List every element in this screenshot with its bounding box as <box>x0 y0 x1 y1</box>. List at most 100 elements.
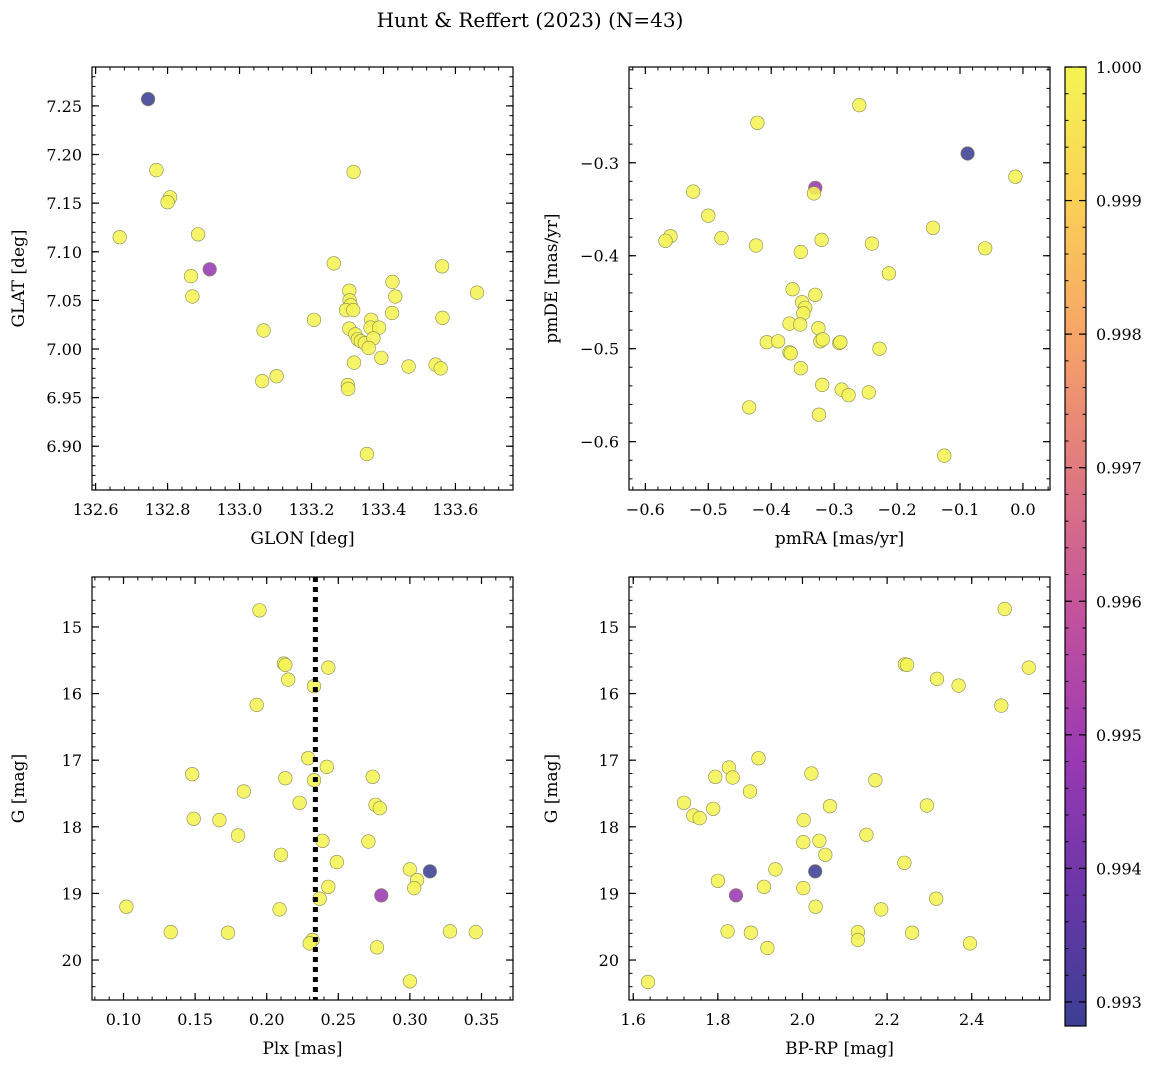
data-point <box>346 164 361 180</box>
data-point <box>249 697 264 713</box>
data-point <box>748 238 764 253</box>
data-point <box>960 146 975 161</box>
data-point <box>861 385 876 400</box>
data-point <box>374 350 389 365</box>
data-point <box>401 359 416 374</box>
data-point <box>811 407 827 422</box>
data-point <box>728 888 744 903</box>
data-point <box>231 828 246 843</box>
data-point <box>326 256 341 271</box>
data-point <box>808 899 823 914</box>
data-point <box>346 303 361 318</box>
data-point <box>321 660 336 675</box>
data-point <box>768 862 783 877</box>
colorbar-tick-label: 0.997 <box>1096 459 1142 478</box>
data-point <box>743 925 759 940</box>
x-axis-label: GLON [deg] <box>250 529 354 549</box>
data-point <box>442 924 458 939</box>
data-point <box>185 289 200 304</box>
colorbar-tick-label: 0.993 <box>1096 993 1142 1012</box>
x-tick-label: 133.2 <box>289 500 335 519</box>
colorbar-tick-label: 1.000 <box>1096 58 1142 77</box>
x-tick-label: 133.0 <box>217 500 263 519</box>
data-point <box>806 186 822 201</box>
data-point <box>783 346 798 361</box>
x-tick-label: 2.0 <box>790 1010 815 1029</box>
data-point <box>252 603 267 618</box>
data-point <box>388 289 403 304</box>
data-point <box>365 769 380 784</box>
data-point <box>874 902 889 917</box>
data-point <box>435 310 450 326</box>
axes-frame <box>628 576 1051 1001</box>
data-point <box>742 400 757 415</box>
data-point <box>185 767 200 782</box>
data-point <box>881 266 897 281</box>
data-point <box>422 864 438 879</box>
data-point <box>186 811 201 826</box>
x-axis-label: Plx [mas] <box>262 1039 342 1059</box>
data-point <box>925 220 941 235</box>
data-point <box>815 332 830 347</box>
data-point <box>710 873 726 888</box>
y-axis-label: G [mag] <box>542 754 562 823</box>
colorbar-ticks: 0.993 0.994 0.995 0.996 0.997 0.998 0.999 1.000 <box>1065 58 1142 1012</box>
data-point <box>278 771 293 786</box>
y-tick-label: −0.5 <box>580 340 619 359</box>
data-point <box>868 773 883 788</box>
data-point <box>1021 660 1036 675</box>
y-tick-label: 20 <box>62 951 82 970</box>
data-point <box>163 924 178 940</box>
data-point <box>433 361 448 376</box>
x-tick-label: 133.6 <box>433 500 479 519</box>
data-point <box>676 795 692 810</box>
y-tick-label: 17 <box>62 751 82 770</box>
data-point <box>859 827 874 842</box>
data-point <box>822 799 838 814</box>
data-point <box>385 274 400 290</box>
x-tick-label: −0.4 <box>752 500 791 519</box>
data-point <box>815 377 830 393</box>
x-tick-label: 132.8 <box>145 500 191 519</box>
colorbar-tick-label: 0.996 <box>1096 592 1142 611</box>
colorbar-tick-label: 0.994 <box>1096 859 1142 878</box>
scatter-panel: 1.6 1.8 2.0 2.2 2.4 15 16 17 18 19 20 BP-RP [mag] G … <box>542 576 1051 1059</box>
data-point <box>640 974 656 990</box>
data-point <box>278 657 293 673</box>
data-point <box>385 305 400 321</box>
data-point <box>770 334 786 349</box>
x-tick-label: −0.2 <box>878 500 917 519</box>
colorbar: 0.993 0.994 0.995 0.996 0.997 0.998 0.999 1.000 <box>1064 58 1142 1027</box>
data-point <box>236 784 251 799</box>
y-tick-label: −0.4 <box>580 247 619 266</box>
y-tick-label: 19 <box>62 884 82 903</box>
y-tick-label: 16 <box>599 685 619 704</box>
data-point <box>841 388 856 403</box>
data-point <box>686 184 701 199</box>
data-point <box>793 244 808 260</box>
data-point <box>962 936 978 951</box>
y-tick-label: 6.90 <box>46 437 82 456</box>
data-point <box>658 233 673 248</box>
y-tick-label: −0.6 <box>580 433 619 452</box>
data-point <box>468 924 483 940</box>
data-point <box>359 446 375 462</box>
data-point <box>714 231 729 246</box>
data-point <box>435 259 450 274</box>
data-point <box>402 862 418 877</box>
data-point <box>202 262 217 277</box>
data-point <box>978 241 993 256</box>
data-point <box>272 902 287 917</box>
colorbar-tick-label: 0.999 <box>1096 192 1142 211</box>
data-point <box>864 236 880 251</box>
data-point <box>273 847 289 862</box>
y-tick-label: 15 <box>599 618 619 637</box>
data-point <box>269 369 284 384</box>
data-point <box>808 864 823 879</box>
data-point <box>812 833 827 848</box>
data-point <box>701 208 716 223</box>
y-tick-label: 6.95 <box>46 389 82 408</box>
data-point <box>756 879 772 894</box>
scatter-panel: 132.6 132.8 133.0 133.2 133.4 133.6 6.90 6.95 7.… <box>9 66 514 549</box>
data-point <box>814 232 829 247</box>
